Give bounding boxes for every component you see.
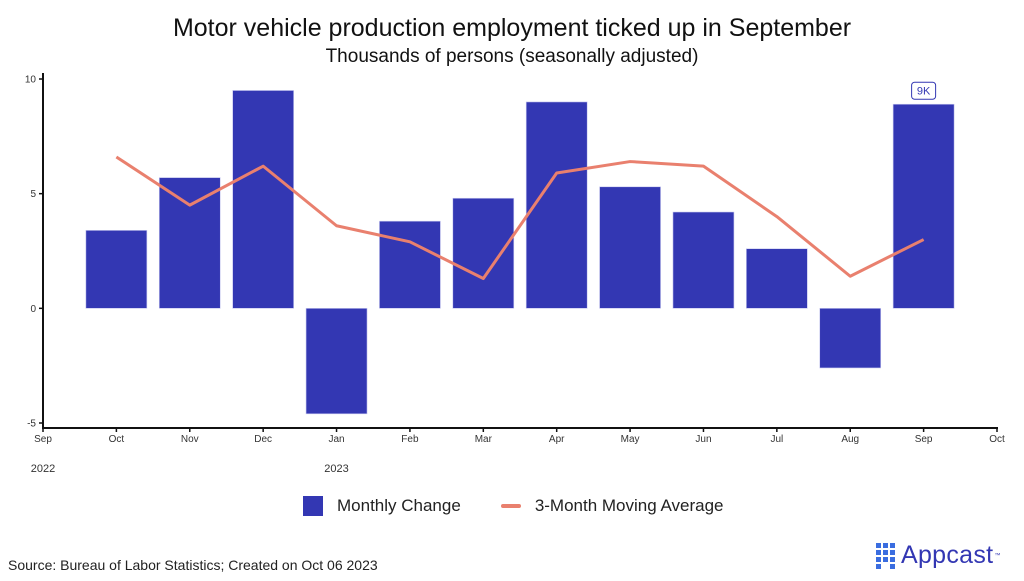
bar-jan	[305, 308, 368, 415]
moving-average-line	[115, 155, 925, 281]
bars-group	[85, 90, 955, 415]
x-tick-label: Jun	[695, 434, 711, 445]
bar-nov	[158, 177, 221, 309]
y-tick-label: -5	[27, 419, 36, 430]
appcast-logo: Appcast ™	[876, 541, 1000, 570]
x-tick-label: May	[621, 434, 640, 445]
annotation-box	[911, 81, 937, 100]
logo-text: Appcast	[901, 541, 994, 569]
x-tick-label: Sep	[915, 434, 933, 445]
x-tick-label: Oct	[989, 434, 1005, 445]
bar-oct	[85, 230, 148, 309]
year-label: 2022	[31, 463, 55, 475]
x-tick-label: Oct	[109, 434, 125, 445]
x-tick-label: Sep	[34, 434, 52, 445]
bar-jul	[746, 248, 808, 309]
bar-mar	[452, 197, 515, 309]
x-tick-label: Apr	[549, 434, 565, 445]
logo-dots-icon	[876, 542, 895, 569]
legend-line-swatch	[500, 504, 521, 508]
legend: Monthly Change 3-Month Moving Average	[303, 496, 724, 516]
x-tick-label: Feb	[401, 434, 419, 445]
bar-may	[599, 186, 661, 309]
year-label: 2023	[324, 463, 348, 475]
legend-bar-swatch	[303, 496, 323, 516]
logo-trademark: ™	[994, 552, 1001, 559]
x-tick-label: Jul	[770, 434, 783, 445]
bar-sep	[892, 103, 955, 309]
chart-title: Motor vehicle production employment tick…	[172, 14, 852, 42]
x-tick-label: Jan	[328, 434, 344, 445]
bar-apr	[525, 101, 588, 309]
axes-group: -5 0 5 10 Sep Oct Nov Dec Jan Feb Mar Apr May Jun Jul A…	[25, 73, 1005, 475]
y-tick-label: 5	[30, 189, 36, 200]
x-tick-label: Dec	[254, 434, 272, 445]
y-tick-label: 0	[30, 304, 36, 315]
x-tick-label: Nov	[181, 434, 199, 445]
bar-aug	[819, 308, 882, 369]
chart-subtitle: Thousands of persons (seasonally adjuste…	[325, 46, 699, 67]
line-group	[115, 155, 925, 281]
annotations-group: 9K	[911, 81, 937, 100]
bar-jun	[672, 211, 735, 309]
bar-feb	[379, 220, 441, 309]
legend-line-label: 3-Month Moving Average	[534, 496, 724, 515]
legend-bar-label: Monthly Change	[337, 496, 461, 515]
x-tick-label: Mar	[475, 434, 493, 445]
source-note: Source: Bureau of Labor Statistics; Crea…	[8, 557, 378, 573]
x-tick-label: Aug	[841, 434, 859, 445]
bar-dec	[232, 90, 294, 309]
y-tick-label: 10	[25, 75, 37, 86]
annotation-label: 9K	[917, 86, 931, 98]
